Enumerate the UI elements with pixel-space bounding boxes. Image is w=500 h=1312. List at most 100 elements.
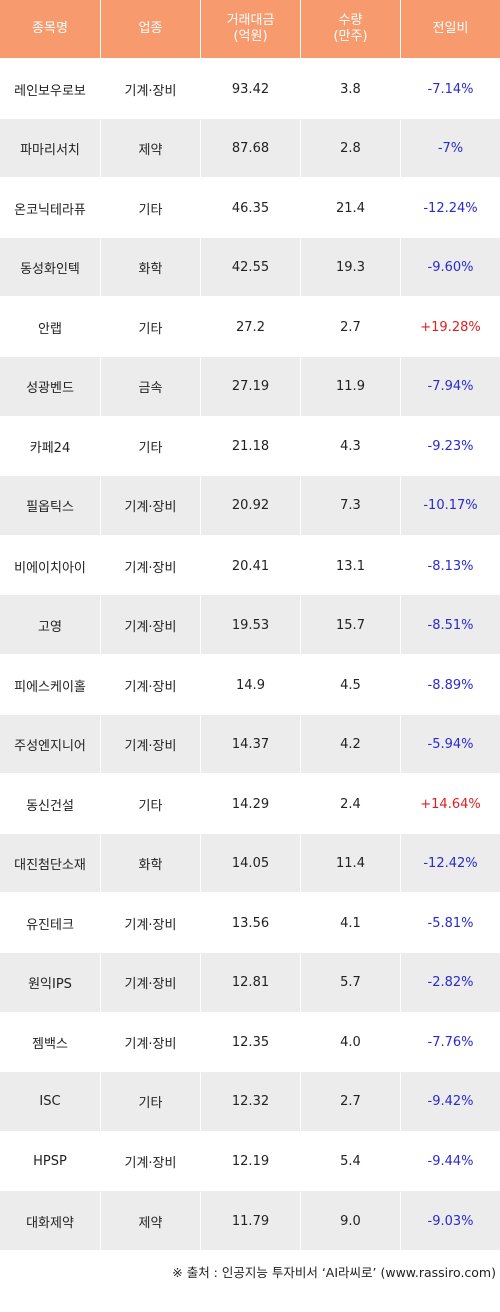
change-cell: -8.51% xyxy=(401,596,500,656)
table-row: 동성화인텍 화학 42.55 19.3 -9.60% xyxy=(0,238,500,299)
amount-cell: 27.2 xyxy=(201,298,301,358)
volume-cell: 5.7 xyxy=(301,953,401,1014)
header-change: 전일비 xyxy=(401,0,500,60)
table-row: 파마리서치 제약 87.68 2.8 -7% xyxy=(0,119,500,180)
change-cell: +14.64% xyxy=(401,775,500,835)
volume-cell: 4.3 xyxy=(301,417,401,478)
volume-cell: 4.1 xyxy=(301,894,401,954)
table-row: 대화제약 제약 11.79 9.0 -9.03% xyxy=(0,1192,500,1252)
volume-cell: 9.0 xyxy=(301,1192,401,1252)
header-sector: 업종 xyxy=(101,0,201,60)
header-amount: 거래대금 (억원) xyxy=(201,0,301,60)
sector-cell: 기타 xyxy=(101,775,201,835)
change-cell: -5.94% xyxy=(401,715,500,776)
volume-cell: 5.4 xyxy=(301,1132,401,1193)
stock-name-cell: 비에이치아이 xyxy=(0,536,101,597)
change-cell: -7% xyxy=(401,119,500,180)
stock-name-cell: 온코닉테라퓨 xyxy=(0,179,101,239)
change-cell: -7.94% xyxy=(401,357,500,418)
change-cell: -9.42% xyxy=(401,1073,500,1133)
sector-cell: 기타 xyxy=(101,179,201,239)
sector-cell: 기계·장비 xyxy=(101,655,201,716)
amount-cell: 12.81 xyxy=(201,953,301,1014)
table-row: 성광벤드 금속 27.19 11.9 -7.94% xyxy=(0,357,500,418)
sector-cell: 제약 xyxy=(101,119,201,180)
table-row: 동신건설 기타 14.29 2.4 +14.64% xyxy=(0,775,500,835)
stock-name-cell: 유진테크 xyxy=(0,894,101,954)
header-volume: 수량 (만주) xyxy=(301,0,401,60)
amount-cell: 12.32 xyxy=(201,1073,301,1133)
sector-cell: 기계·장비 xyxy=(101,596,201,656)
change-cell: -7.14% xyxy=(401,60,500,120)
amount-cell: 20.41 xyxy=(201,536,301,597)
amount-cell: 14.29 xyxy=(201,775,301,835)
sector-cell: 기타 xyxy=(101,1073,201,1133)
change-cell: -7.76% xyxy=(401,1013,500,1074)
volume-cell: 4.2 xyxy=(301,715,401,776)
amount-cell: 14.05 xyxy=(201,834,301,895)
volume-cell: 21.4 xyxy=(301,179,401,239)
amount-cell: 21.18 xyxy=(201,417,301,478)
stock-name-cell: 원익IPS xyxy=(0,953,101,1014)
stock-table: 종목명 업종 거래대금 (억원) 수량 (만주) 전일비 레인보우로보 기계·장비 93… xyxy=(0,0,500,1252)
volume-cell: 2.4 xyxy=(301,775,401,835)
stock-name-cell: 고영 xyxy=(0,596,101,656)
table-row: 대진첨단소재 화학 14.05 11.4 -12.42% xyxy=(0,834,500,895)
stock-name-cell: 대화제약 xyxy=(0,1192,101,1252)
change-cell: +19.28% xyxy=(401,298,500,358)
header-row: 종목명 업종 거래대금 (억원) 수량 (만주) 전일비 xyxy=(0,0,500,60)
sector-cell: 기계·장비 xyxy=(101,715,201,776)
change-cell: -9.60% xyxy=(401,238,500,299)
sector-cell: 기타 xyxy=(101,417,201,478)
change-cell: -9.03% xyxy=(401,1192,500,1252)
table-row: 카페24 기타 21.18 4.3 -9.23% xyxy=(0,417,500,478)
source-footer: ※ 출처 : 인공지능 투자비서 ‘AI라씨로’ (www.rassiro.co… xyxy=(172,1265,496,1280)
table-header: 종목명 업종 거래대금 (억원) 수량 (만주) 전일비 xyxy=(0,0,500,60)
amount-cell: 87.68 xyxy=(201,119,301,180)
volume-cell: 2.7 xyxy=(301,1073,401,1133)
stock-name-cell: 필옵틱스 xyxy=(0,477,101,537)
volume-cell: 2.7 xyxy=(301,298,401,358)
table-row: ISC 기타 12.32 2.7 -9.42% xyxy=(0,1073,500,1133)
amount-cell: 19.53 xyxy=(201,596,301,656)
table-row: 피에스케이홀 기계·장비 14.9 4.5 -8.89% xyxy=(0,655,500,716)
change-cell: -12.42% xyxy=(401,834,500,895)
volume-cell: 7.3 xyxy=(301,477,401,537)
volume-cell: 15.7 xyxy=(301,596,401,656)
volume-cell: 2.8 xyxy=(301,119,401,180)
sector-cell: 기계·장비 xyxy=(101,477,201,537)
volume-cell: 13.1 xyxy=(301,536,401,597)
stock-name-cell: 젬백스 xyxy=(0,1013,101,1074)
amount-cell: 27.19 xyxy=(201,357,301,418)
stock-name-cell: 성광벤드 xyxy=(0,357,101,418)
amount-cell: 93.42 xyxy=(201,60,301,120)
amount-cell: 14.37 xyxy=(201,715,301,776)
volume-cell: 4.5 xyxy=(301,655,401,716)
volume-cell: 11.4 xyxy=(301,834,401,895)
sector-cell: 기계·장비 xyxy=(101,894,201,954)
sector-cell: 기계·장비 xyxy=(101,1132,201,1193)
table-row: 고영 기계·장비 19.53 15.7 -8.51% xyxy=(0,596,500,656)
change-cell: -9.44% xyxy=(401,1132,500,1193)
volume-cell: 11.9 xyxy=(301,357,401,418)
change-cell: -10.17% xyxy=(401,477,500,537)
change-cell: -2.82% xyxy=(401,953,500,1014)
sector-cell: 기계·장비 xyxy=(101,953,201,1014)
sector-cell: 제약 xyxy=(101,1192,201,1252)
sector-cell: 금속 xyxy=(101,357,201,418)
sector-cell: 화학 xyxy=(101,834,201,895)
volume-cell: 19.3 xyxy=(301,238,401,299)
table-row: 온코닉테라퓨 기타 46.35 21.4 -12.24% xyxy=(0,179,500,239)
sector-cell: 화학 xyxy=(101,238,201,299)
amount-cell: 12.19 xyxy=(201,1132,301,1193)
stock-name-cell: 동신건설 xyxy=(0,775,101,835)
sector-cell: 기계·장비 xyxy=(101,536,201,597)
amount-cell: 20.92 xyxy=(201,477,301,537)
stock-name-cell: 카페24 xyxy=(0,417,101,478)
stock-name-cell: 대진첨단소재 xyxy=(0,834,101,895)
change-cell: -12.24% xyxy=(401,179,500,239)
table-row: HPSP 기계·장비 12.19 5.4 -9.44% xyxy=(0,1132,500,1193)
table-body: 레인보우로보 기계·장비 93.42 3.8 -7.14% 파마리서치 제약 87.68 2.8… xyxy=(0,60,500,1252)
header-name: 종목명 xyxy=(0,0,101,60)
stock-name-cell: 동성화인텍 xyxy=(0,238,101,299)
